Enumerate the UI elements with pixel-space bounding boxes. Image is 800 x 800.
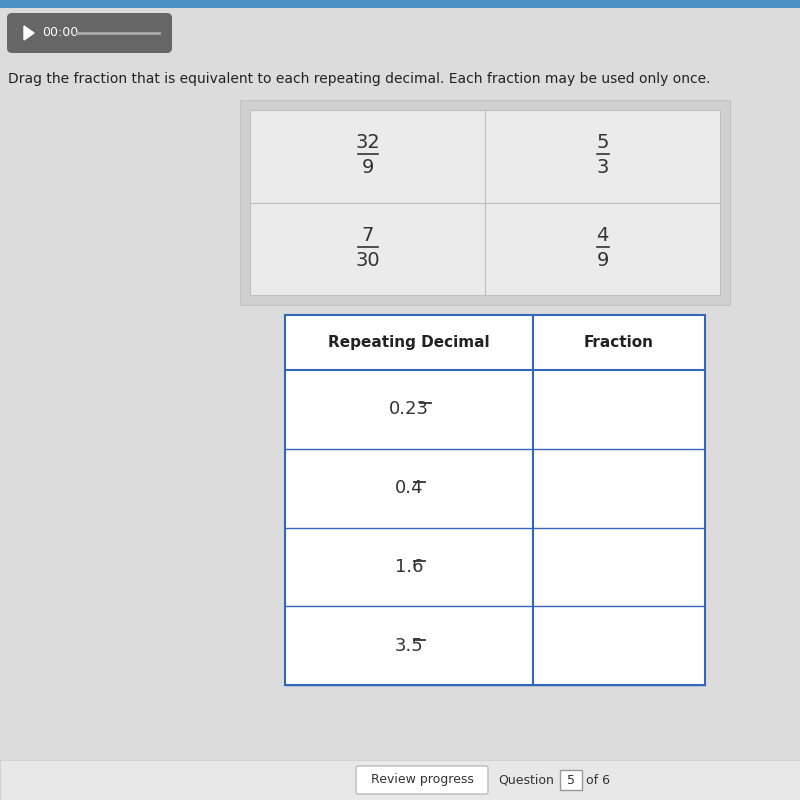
Text: Repeating Decimal: Repeating Decimal [328,335,490,350]
Bar [250,110,485,202]
Text: 7: 7 [362,226,374,245]
Text: 5: 5 [596,134,609,152]
Text: 0.4: 0.4 [394,479,423,497]
Text: 4: 4 [596,226,609,245]
Text: 5: 5 [567,774,575,786]
Text: 1.6: 1.6 [394,558,423,576]
Text: 32: 32 [355,134,380,152]
Bar [250,202,485,295]
Text: 00:00: 00:00 [42,26,78,39]
FancyBboxPatch shape [7,13,172,53]
Text: 0.23: 0.23 [389,400,429,418]
Bar [0,0,800,8]
Bar [0,760,800,800]
Bar [485,110,720,202]
Text: 9: 9 [362,158,374,178]
Text: of 6: of 6 [586,774,610,786]
Bar [285,315,705,685]
Text: 30: 30 [355,250,380,270]
Polygon shape [24,26,34,40]
Text: Review progress: Review progress [370,774,474,786]
Bar [240,100,730,305]
Text: 3.5: 3.5 [394,637,423,654]
Text: Fraction: Fraction [584,335,654,350]
Bar [560,770,582,790]
Text: Question: Question [498,774,554,786]
Text: 9: 9 [596,250,609,270]
Text: 3: 3 [596,158,609,178]
FancyBboxPatch shape [356,766,488,794]
Text: Drag the fraction that is equivalent to each repeating decimal. Each fraction ma: Drag the fraction that is equivalent to … [8,72,710,86]
Bar [485,202,720,295]
